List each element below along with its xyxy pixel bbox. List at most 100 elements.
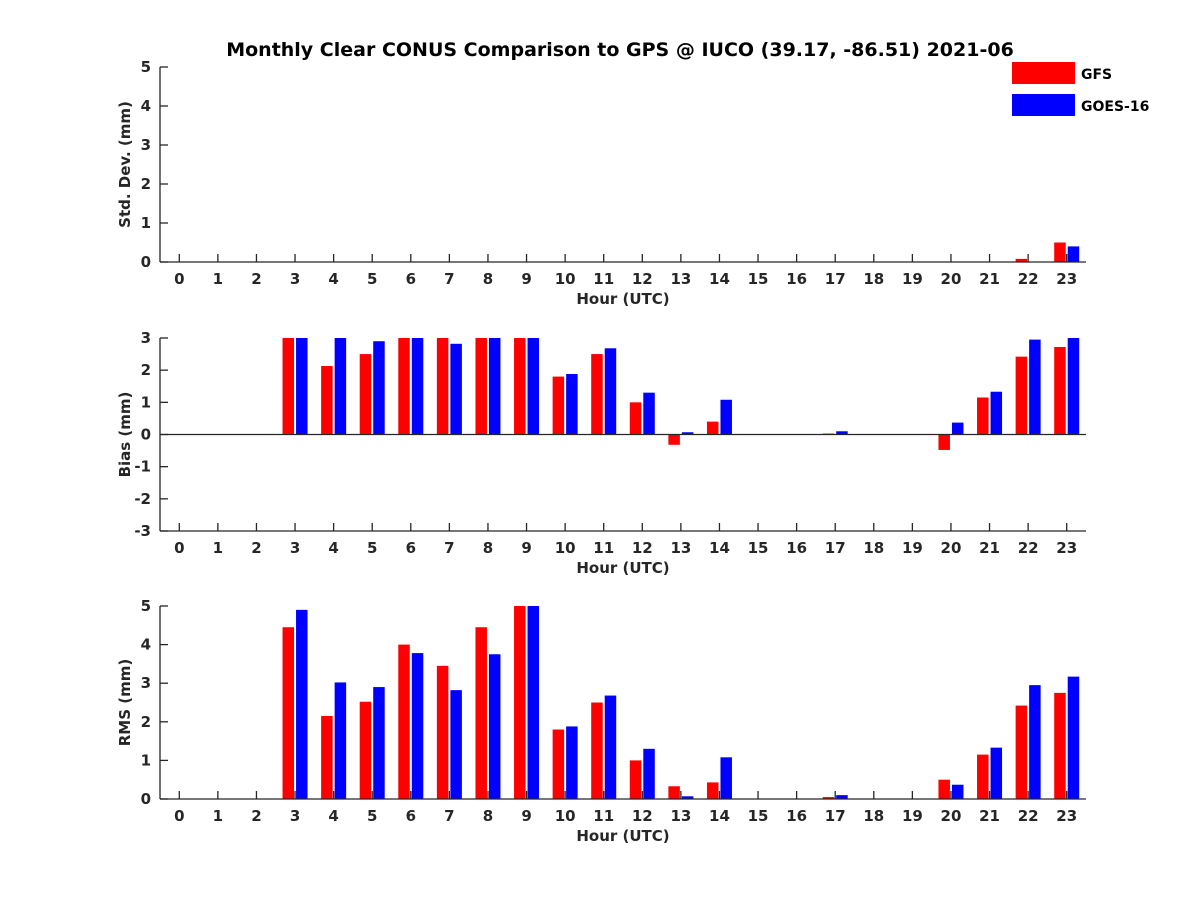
x-axis-label-rms: Hour (UTC) <box>576 827 669 845</box>
x-tick-label-std-dev-0: 0 <box>174 270 184 288</box>
x-tick-label-bias-22: 22 <box>1018 539 1039 557</box>
bar-bias-gfs-11 <box>591 354 603 435</box>
bar-rms-gfs-4 <box>321 716 333 799</box>
x-tick-label-rms-13: 13 <box>670 807 691 825</box>
legend-label-goes16: GOES-16 <box>1081 99 1149 115</box>
bar-bias-goes16-23 <box>1067 338 1080 435</box>
bar-bias-gfs-9 <box>514 338 526 435</box>
bar-rms-gfs-13 <box>668 786 680 799</box>
x-tick-label-rms-6: 6 <box>406 807 416 825</box>
bar-rms-goes16-22 <box>1029 685 1041 799</box>
bar-bias-goes16-17 <box>836 431 848 435</box>
x-tick-label-std-dev-14: 14 <box>709 270 730 288</box>
y-tick-label-bias-0: 0 <box>141 426 151 444</box>
x-tick-label-bias-7: 7 <box>444 539 454 557</box>
bar-rms-goes16-4 <box>334 682 347 799</box>
bar-rms-gfs-8 <box>475 627 487 799</box>
y-tick-label-std-dev-3: 3 <box>141 136 151 154</box>
x-tick-label-rms-1: 1 <box>213 807 223 825</box>
y-tick-label-std-dev-2: 2 <box>141 175 151 193</box>
bar-rms-goes16-3 <box>296 609 308 799</box>
x-tick-label-bias-10: 10 <box>555 539 576 557</box>
x-tick-label-bias-4: 4 <box>328 539 338 557</box>
x-tick-label-rms-18: 18 <box>863 807 884 825</box>
x-tick-label-rms-23: 23 <box>1056 807 1077 825</box>
bar-rms-gfs-10 <box>552 729 565 799</box>
x-tick-label-std-dev-21: 21 <box>979 270 1000 288</box>
x-tick-label-std-dev-13: 13 <box>670 270 691 288</box>
bar-bias-goes16-20 <box>951 422 964 435</box>
x-tick-label-rms-2: 2 <box>251 807 261 825</box>
bar-bias-goes16-7 <box>450 343 462 435</box>
y-tick-label-bias--1: -1 <box>134 458 151 476</box>
bar-rms-goes16-14 <box>720 757 732 799</box>
x-tick-label-bias-21: 21 <box>979 539 1000 557</box>
bar-bias-gfs-20 <box>938 434 950 450</box>
bar-rms-goes16-17 <box>836 795 848 799</box>
x-tick-label-bias-14: 14 <box>709 539 730 557</box>
y-tick-label-rms-2: 2 <box>141 713 151 731</box>
bar-bias-goes16-6 <box>411 338 424 435</box>
bar-bias-gfs-22 <box>1015 356 1028 435</box>
x-axis-label-bias: Hour (UTC) <box>576 559 669 577</box>
bar-std-dev-goes16-23 <box>1067 246 1080 262</box>
x-tick-label-bias-5: 5 <box>367 539 377 557</box>
y-tick-label-bias--2: -2 <box>134 490 151 508</box>
x-axis-label-std-dev: Hour (UTC) <box>576 290 669 308</box>
x-tick-label-std-dev-6: 6 <box>406 270 416 288</box>
bar-bias-goes16-12 <box>643 392 655 435</box>
x-tick-label-bias-9: 9 <box>521 539 531 557</box>
bar-bias-gfs-14 <box>706 421 719 435</box>
x-tick-label-std-dev-23: 23 <box>1056 270 1077 288</box>
y-tick-label-rms-1: 1 <box>141 751 151 769</box>
x-tick-label-bias-6: 6 <box>406 539 416 557</box>
y-tick-label-std-dev-1: 1 <box>141 214 151 232</box>
x-tick-label-bias-11: 11 <box>593 539 614 557</box>
bar-rms-goes16-6 <box>411 653 424 799</box>
x-tick-label-std-dev-12: 12 <box>632 270 653 288</box>
x-tick-label-bias-13: 13 <box>670 539 691 557</box>
bar-bias-gfs-5 <box>359 354 372 435</box>
bar-rms-gfs-7 <box>436 665 449 799</box>
x-tick-label-std-dev-2: 2 <box>251 270 261 288</box>
x-tick-label-std-dev-3: 3 <box>290 270 300 288</box>
x-tick-label-std-dev-7: 7 <box>444 270 454 288</box>
x-tick-label-rms-0: 0 <box>174 807 184 825</box>
bar-bias-gfs-13 <box>668 434 680 445</box>
bar-rms-gfs-23 <box>1054 692 1066 799</box>
y-tick-label-rms-4: 4 <box>141 636 151 654</box>
y-tick-label-bias--3: -3 <box>134 522 151 540</box>
x-tick-label-std-dev-5: 5 <box>367 270 377 288</box>
bar-rms-goes16-5 <box>373 687 385 799</box>
bar-rms-goes16-7 <box>450 690 462 799</box>
x-tick-label-bias-18: 18 <box>863 539 884 557</box>
y-tick-label-bias-2: 2 <box>141 361 151 379</box>
bar-bias-gfs-7 <box>436 338 449 435</box>
x-tick-label-bias-19: 19 <box>902 539 923 557</box>
x-tick-label-bias-17: 17 <box>825 539 846 557</box>
bar-bias-goes16-11 <box>604 348 617 435</box>
x-tick-label-std-dev-10: 10 <box>555 270 576 288</box>
x-tick-label-rms-21: 21 <box>979 807 1000 825</box>
bar-bias-goes16-10 <box>566 374 578 435</box>
x-tick-label-rms-11: 11 <box>593 807 614 825</box>
legend-swatch-goes16 <box>1012 94 1075 116</box>
bar-rms-goes16-23 <box>1067 676 1080 799</box>
bar-rms-goes16-13 <box>681 796 694 799</box>
y-tick-label-std-dev-5: 5 <box>141 58 151 76</box>
bar-rms-gfs-9 <box>514 606 526 799</box>
bar-bias-gfs-6 <box>398 338 410 435</box>
bar-bias-gfs-12 <box>629 402 642 435</box>
bar-rms-goes16-10 <box>566 726 578 799</box>
x-tick-label-bias-2: 2 <box>251 539 261 557</box>
bar-bias-goes16-4 <box>334 338 347 435</box>
x-tick-label-rms-10: 10 <box>555 807 576 825</box>
x-tick-label-bias-8: 8 <box>483 539 493 557</box>
x-tick-label-rms-19: 19 <box>902 807 923 825</box>
x-tick-label-std-dev-17: 17 <box>825 270 846 288</box>
bar-rms-gfs-3 <box>282 627 295 799</box>
